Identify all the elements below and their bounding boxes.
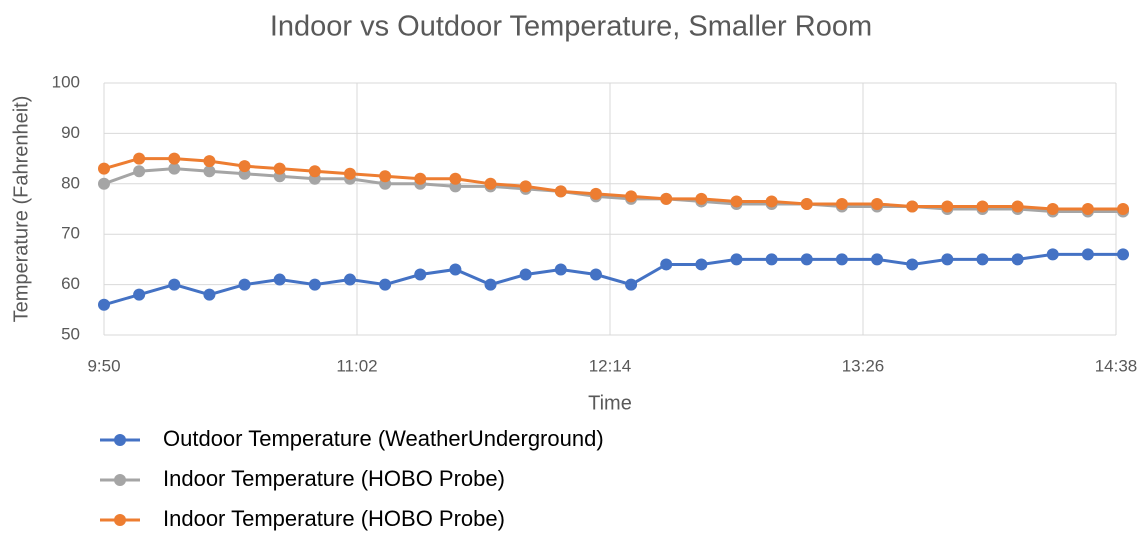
data-point bbox=[765, 195, 778, 208]
data-point bbox=[133, 165, 146, 178]
data-point bbox=[308, 278, 321, 291]
data-point bbox=[871, 197, 884, 210]
y-tick-label: 80 bbox=[61, 173, 80, 192]
data-point bbox=[695, 258, 708, 271]
data-point bbox=[1011, 200, 1024, 213]
data-point bbox=[941, 253, 954, 266]
x-tick-label: 12:14 bbox=[589, 356, 632, 375]
data-point bbox=[203, 155, 216, 168]
data-point bbox=[1117, 203, 1130, 215]
data-point bbox=[343, 273, 356, 286]
data-point bbox=[554, 185, 567, 198]
data-point bbox=[98, 162, 110, 175]
data-point bbox=[379, 278, 392, 291]
data-point bbox=[800, 197, 813, 210]
data-point bbox=[1011, 253, 1024, 266]
chart-title: Indoor vs Outdoor Temperature, Smaller R… bbox=[270, 11, 872, 43]
y-tick-label: 90 bbox=[61, 123, 80, 142]
data-point bbox=[1081, 203, 1094, 215]
legend-label: Outdoor Temperature (WeatherUnderground) bbox=[163, 426, 604, 451]
data-point bbox=[660, 192, 673, 205]
y-axis-label: Temperature (Fahrenheit) bbox=[10, 96, 32, 323]
data-point bbox=[835, 197, 848, 210]
data-point bbox=[1046, 203, 1059, 215]
data-point bbox=[133, 152, 146, 165]
y-tick-label: 60 bbox=[61, 274, 80, 293]
data-point bbox=[484, 177, 497, 190]
data-point bbox=[730, 195, 743, 208]
data-point bbox=[168, 278, 181, 291]
data-point bbox=[133, 288, 146, 301]
y-tick-label: 70 bbox=[61, 224, 80, 243]
data-point bbox=[273, 273, 286, 286]
data-point bbox=[625, 278, 638, 291]
x-axis-label: Time bbox=[588, 392, 632, 414]
y-tick-label: 100 bbox=[52, 72, 80, 91]
data-point bbox=[238, 278, 251, 291]
data-point bbox=[343, 167, 356, 180]
data-point bbox=[906, 258, 919, 271]
legend-label: Indoor Temperature (HOBO Probe) bbox=[163, 466, 505, 491]
data-point bbox=[168, 152, 181, 165]
data-point bbox=[835, 253, 848, 266]
data-point bbox=[308, 165, 321, 178]
data-point bbox=[1081, 248, 1094, 261]
data-point bbox=[976, 253, 989, 266]
data-point bbox=[1117, 248, 1130, 261]
data-point bbox=[98, 177, 110, 190]
x-tick-label: 11:02 bbox=[336, 356, 377, 375]
data-point bbox=[414, 172, 427, 185]
data-point bbox=[660, 258, 673, 271]
x-tick-label: 9:50 bbox=[87, 356, 120, 375]
data-point bbox=[414, 268, 427, 281]
data-point bbox=[519, 268, 532, 281]
data-point bbox=[941, 200, 954, 213]
data-point bbox=[273, 162, 286, 175]
data-point bbox=[1046, 248, 1059, 261]
data-point bbox=[203, 288, 216, 301]
data-point bbox=[589, 268, 602, 281]
data-point bbox=[449, 263, 462, 276]
data-point bbox=[484, 278, 497, 291]
data-point bbox=[871, 253, 884, 266]
data-point bbox=[379, 170, 392, 183]
data-point bbox=[519, 180, 532, 193]
data-point bbox=[625, 190, 638, 203]
data-point bbox=[554, 263, 567, 276]
data-point bbox=[203, 165, 216, 178]
data-point bbox=[800, 253, 813, 266]
legend-marker bbox=[114, 474, 126, 486]
data-point bbox=[589, 187, 602, 200]
data-point bbox=[976, 200, 989, 213]
legend-label: Indoor Temperature (HOBO Probe) bbox=[163, 506, 505, 531]
data-point bbox=[168, 162, 181, 175]
x-tick-label: 13:26 bbox=[842, 356, 885, 375]
series-line bbox=[103, 252, 1124, 307]
data-point bbox=[730, 253, 743, 266]
data-point bbox=[695, 192, 708, 205]
data-point bbox=[98, 298, 110, 311]
data-point bbox=[906, 200, 919, 213]
data-point bbox=[765, 253, 778, 266]
legend-marker bbox=[114, 434, 126, 446]
data-point bbox=[449, 172, 462, 185]
legend-marker bbox=[114, 514, 126, 526]
y-tick-label: 50 bbox=[61, 324, 80, 343]
x-tick-label: 14:38 bbox=[1095, 356, 1138, 375]
data-point bbox=[238, 160, 251, 173]
